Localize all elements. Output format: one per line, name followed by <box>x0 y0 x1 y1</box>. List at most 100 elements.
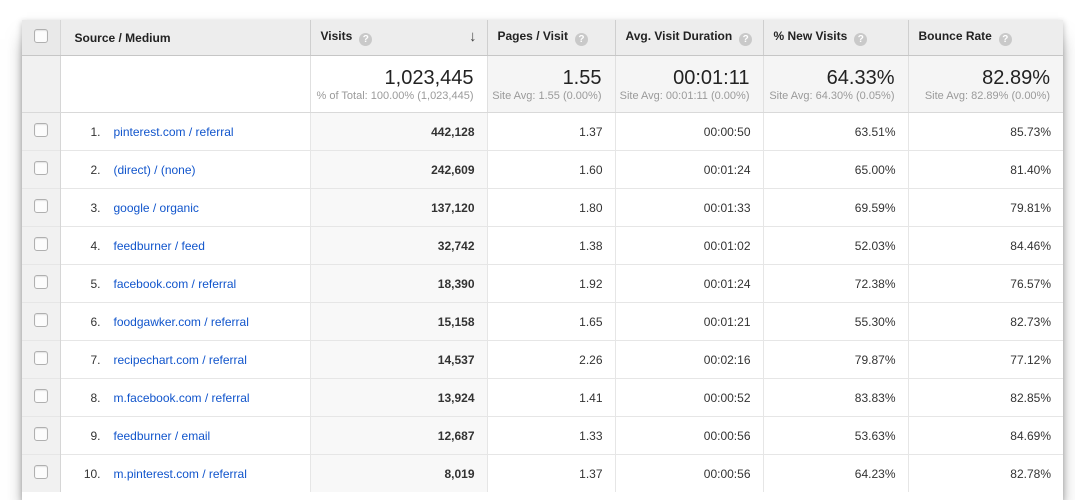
row-checkbox[interactable] <box>33 465 48 479</box>
avg-visit-duration-value: 00:00:56 <box>614 454 763 492</box>
summary-visits: 1,023,445 % of Total: 100.00% (1,023,445… <box>309 55 487 113</box>
new-visits-value: 72.38% <box>762 264 908 303</box>
summary-bounce: 82.89% Site Avg: 82.89% (0.00%) <box>907 55 1063 113</box>
avg-visit-duration-value: 00:01:24 <box>614 264 763 303</box>
row-check-cell <box>22 340 61 379</box>
bounce-rate-value: 79.81% <box>907 188 1063 227</box>
avg-visit-duration-value: 00:00:56 <box>614 416 763 455</box>
visits-value: 15,158 <box>309 302 487 341</box>
table-row: 3. google / organic 137,120 1.80 00:01:33… <box>22 188 1063 227</box>
source-cell: 2. (direct) / (none) <box>60 150 310 189</box>
avg-visit-duration-value: 00:01:24 <box>614 150 763 189</box>
new-visits-value: 79.87% <box>762 340 908 379</box>
help-icon[interactable]: ? <box>739 33 753 46</box>
summary-new-visits: 64.33% Site Avg: 64.30% (0.05%) <box>762 55 908 113</box>
row-checkbox[interactable] <box>33 389 48 403</box>
bounce-rate-value: 82.73% <box>907 302 1063 341</box>
source-cell: 1. pinterest.com / referral <box>60 113 310 151</box>
pages-per-visit-value: 1.80 <box>486 188 615 227</box>
help-icon[interactable]: ? <box>359 33 373 46</box>
row-rank: 2. <box>90 162 101 177</box>
pages-per-visit-value: 1.37 <box>486 454 615 492</box>
avg-visit-duration-value: 00:00:52 <box>614 378 763 417</box>
source-cell: 8. m.facebook.com / referral <box>60 378 310 417</box>
pages-per-visit-value: 1.65 <box>486 302 615 341</box>
row-rank: 3. <box>90 200 101 215</box>
table-body: 1,023,445 % of Total: 100.00% (1,023,445… <box>22 55 1063 492</box>
column-label: % New Visits <box>773 29 848 43</box>
row-checkbox[interactable] <box>33 161 48 175</box>
table-row: 9. feedburner / email 12,687 1.33 00:00:5… <box>22 416 1063 455</box>
bounce-rate-value: 76.57% <box>907 264 1063 303</box>
row-rank: 7. <box>90 352 101 367</box>
row-check-cell <box>22 454 61 492</box>
source-medium-link[interactable]: m.pinterest.com / referral <box>113 466 247 481</box>
source-cell: 9. feedburner / email <box>60 416 310 455</box>
table-row: 8. m.facebook.com / referral 13,924 1.41 … <box>22 378 1063 417</box>
column-label: Bounce Rate <box>918 29 992 43</box>
summary-visits-note: % of Total: 100.00% (1,023,445) <box>316 89 474 102</box>
source-cell: 3. google / organic <box>60 188 310 227</box>
select-all-checkbox[interactable] <box>33 29 48 43</box>
pages-per-visit-value: 1.60 <box>486 150 615 189</box>
table-row: 2. (direct) / (none) 242,609 1.60 00:01:2… <box>22 150 1063 189</box>
bounce-rate-value: 84.46% <box>907 226 1063 265</box>
summary-duration: 00:01:11 Site Avg: 00:01:11 (0.00%) <box>614 55 763 113</box>
row-rank: 10. <box>83 466 101 481</box>
new-visits-value: 55.30% <box>762 302 908 341</box>
new-visits-value: 64.23% <box>762 454 908 492</box>
row-checkbox[interactable] <box>33 275 48 289</box>
column-label: Visits <box>320 29 353 43</box>
source-medium-link[interactable]: feedburner / feed <box>113 238 205 253</box>
row-checkbox[interactable] <box>33 351 48 365</box>
source-medium-link[interactable]: facebook.com / referral <box>113 276 237 291</box>
source-cell: 4. feedburner / feed <box>60 226 310 265</box>
source-medium-link[interactable]: google / organic <box>113 200 199 215</box>
bounce-rate-value: 84.69% <box>907 416 1063 455</box>
row-check-cell <box>22 264 61 303</box>
analytics-source-medium-table: Source / Medium Visits? ↓ Pages / Visit?… <box>22 20 1063 500</box>
summary-new-visits-value: 64.33% <box>826 66 895 89</box>
bounce-rate-value: 77.12% <box>907 340 1063 379</box>
source-medium-link[interactable]: feedburner / email <box>113 428 211 443</box>
source-cell: 10. m.pinterest.com / referral <box>60 454 310 492</box>
row-checkbox[interactable] <box>33 427 48 441</box>
row-rank: 8. <box>90 390 101 405</box>
visits-value: 13,924 <box>309 378 487 417</box>
pages-per-visit-value: 1.41 <box>486 378 615 417</box>
pages-per-visit-value: 2.26 <box>486 340 615 379</box>
help-icon[interactable]: ? <box>854 33 868 46</box>
row-checkbox[interactable] <box>33 199 48 213</box>
column-header-pages-per-visit[interactable]: Pages / Visit? <box>486 20 615 56</box>
row-check-cell <box>22 150 61 189</box>
help-icon[interactable]: ? <box>998 33 1012 46</box>
summary-duration-note: Site Avg: 00:01:11 (0.00%) <box>619 89 750 102</box>
row-checkbox[interactable] <box>33 123 48 137</box>
table-row: 7. recipechart.com / referral 14,537 2.26… <box>22 340 1063 379</box>
source-medium-link[interactable]: (direct) / (none) <box>113 162 196 177</box>
row-rank: 9. <box>90 428 101 443</box>
row-checkbox[interactable] <box>33 237 48 251</box>
table-row: 6. foodgawker.com / referral 15,158 1.65 … <box>22 302 1063 341</box>
row-check-cell <box>22 416 61 455</box>
visits-value: 442,128 <box>309 112 487 151</box>
row-checkbox[interactable] <box>33 313 48 327</box>
column-header-avg-visit-duration[interactable]: Avg. Visit Duration? <box>614 20 763 56</box>
source-medium-link[interactable]: pinterest.com / referral <box>113 124 234 139</box>
help-icon[interactable]: ? <box>574 33 588 46</box>
source-medium-link[interactable]: foodgawker.com / referral <box>113 314 249 329</box>
visits-value: 12,687 <box>309 416 487 455</box>
row-rank: 1. <box>90 124 101 139</box>
column-header-source-medium[interactable]: Source / Medium <box>59 20 310 56</box>
source-medium-link[interactable]: recipechart.com / referral <box>113 352 247 367</box>
row-rank: 6. <box>90 314 101 329</box>
summary-duration-value: 00:01:11 <box>673 66 750 89</box>
column-header-bounce-rate[interactable]: Bounce Rate? <box>907 20 1063 56</box>
column-header-new-visits[interactable]: % New Visits? <box>762 20 908 56</box>
source-medium-link[interactable]: m.facebook.com / referral <box>113 390 250 405</box>
source-cell: 7. recipechart.com / referral <box>60 340 310 379</box>
visits-value: 137,120 <box>309 188 487 227</box>
pages-per-visit-value: 1.33 <box>486 416 615 455</box>
column-header-visits[interactable]: Visits? ↓ <box>309 20 487 56</box>
avg-visit-duration-value: 00:00:50 <box>614 112 763 151</box>
